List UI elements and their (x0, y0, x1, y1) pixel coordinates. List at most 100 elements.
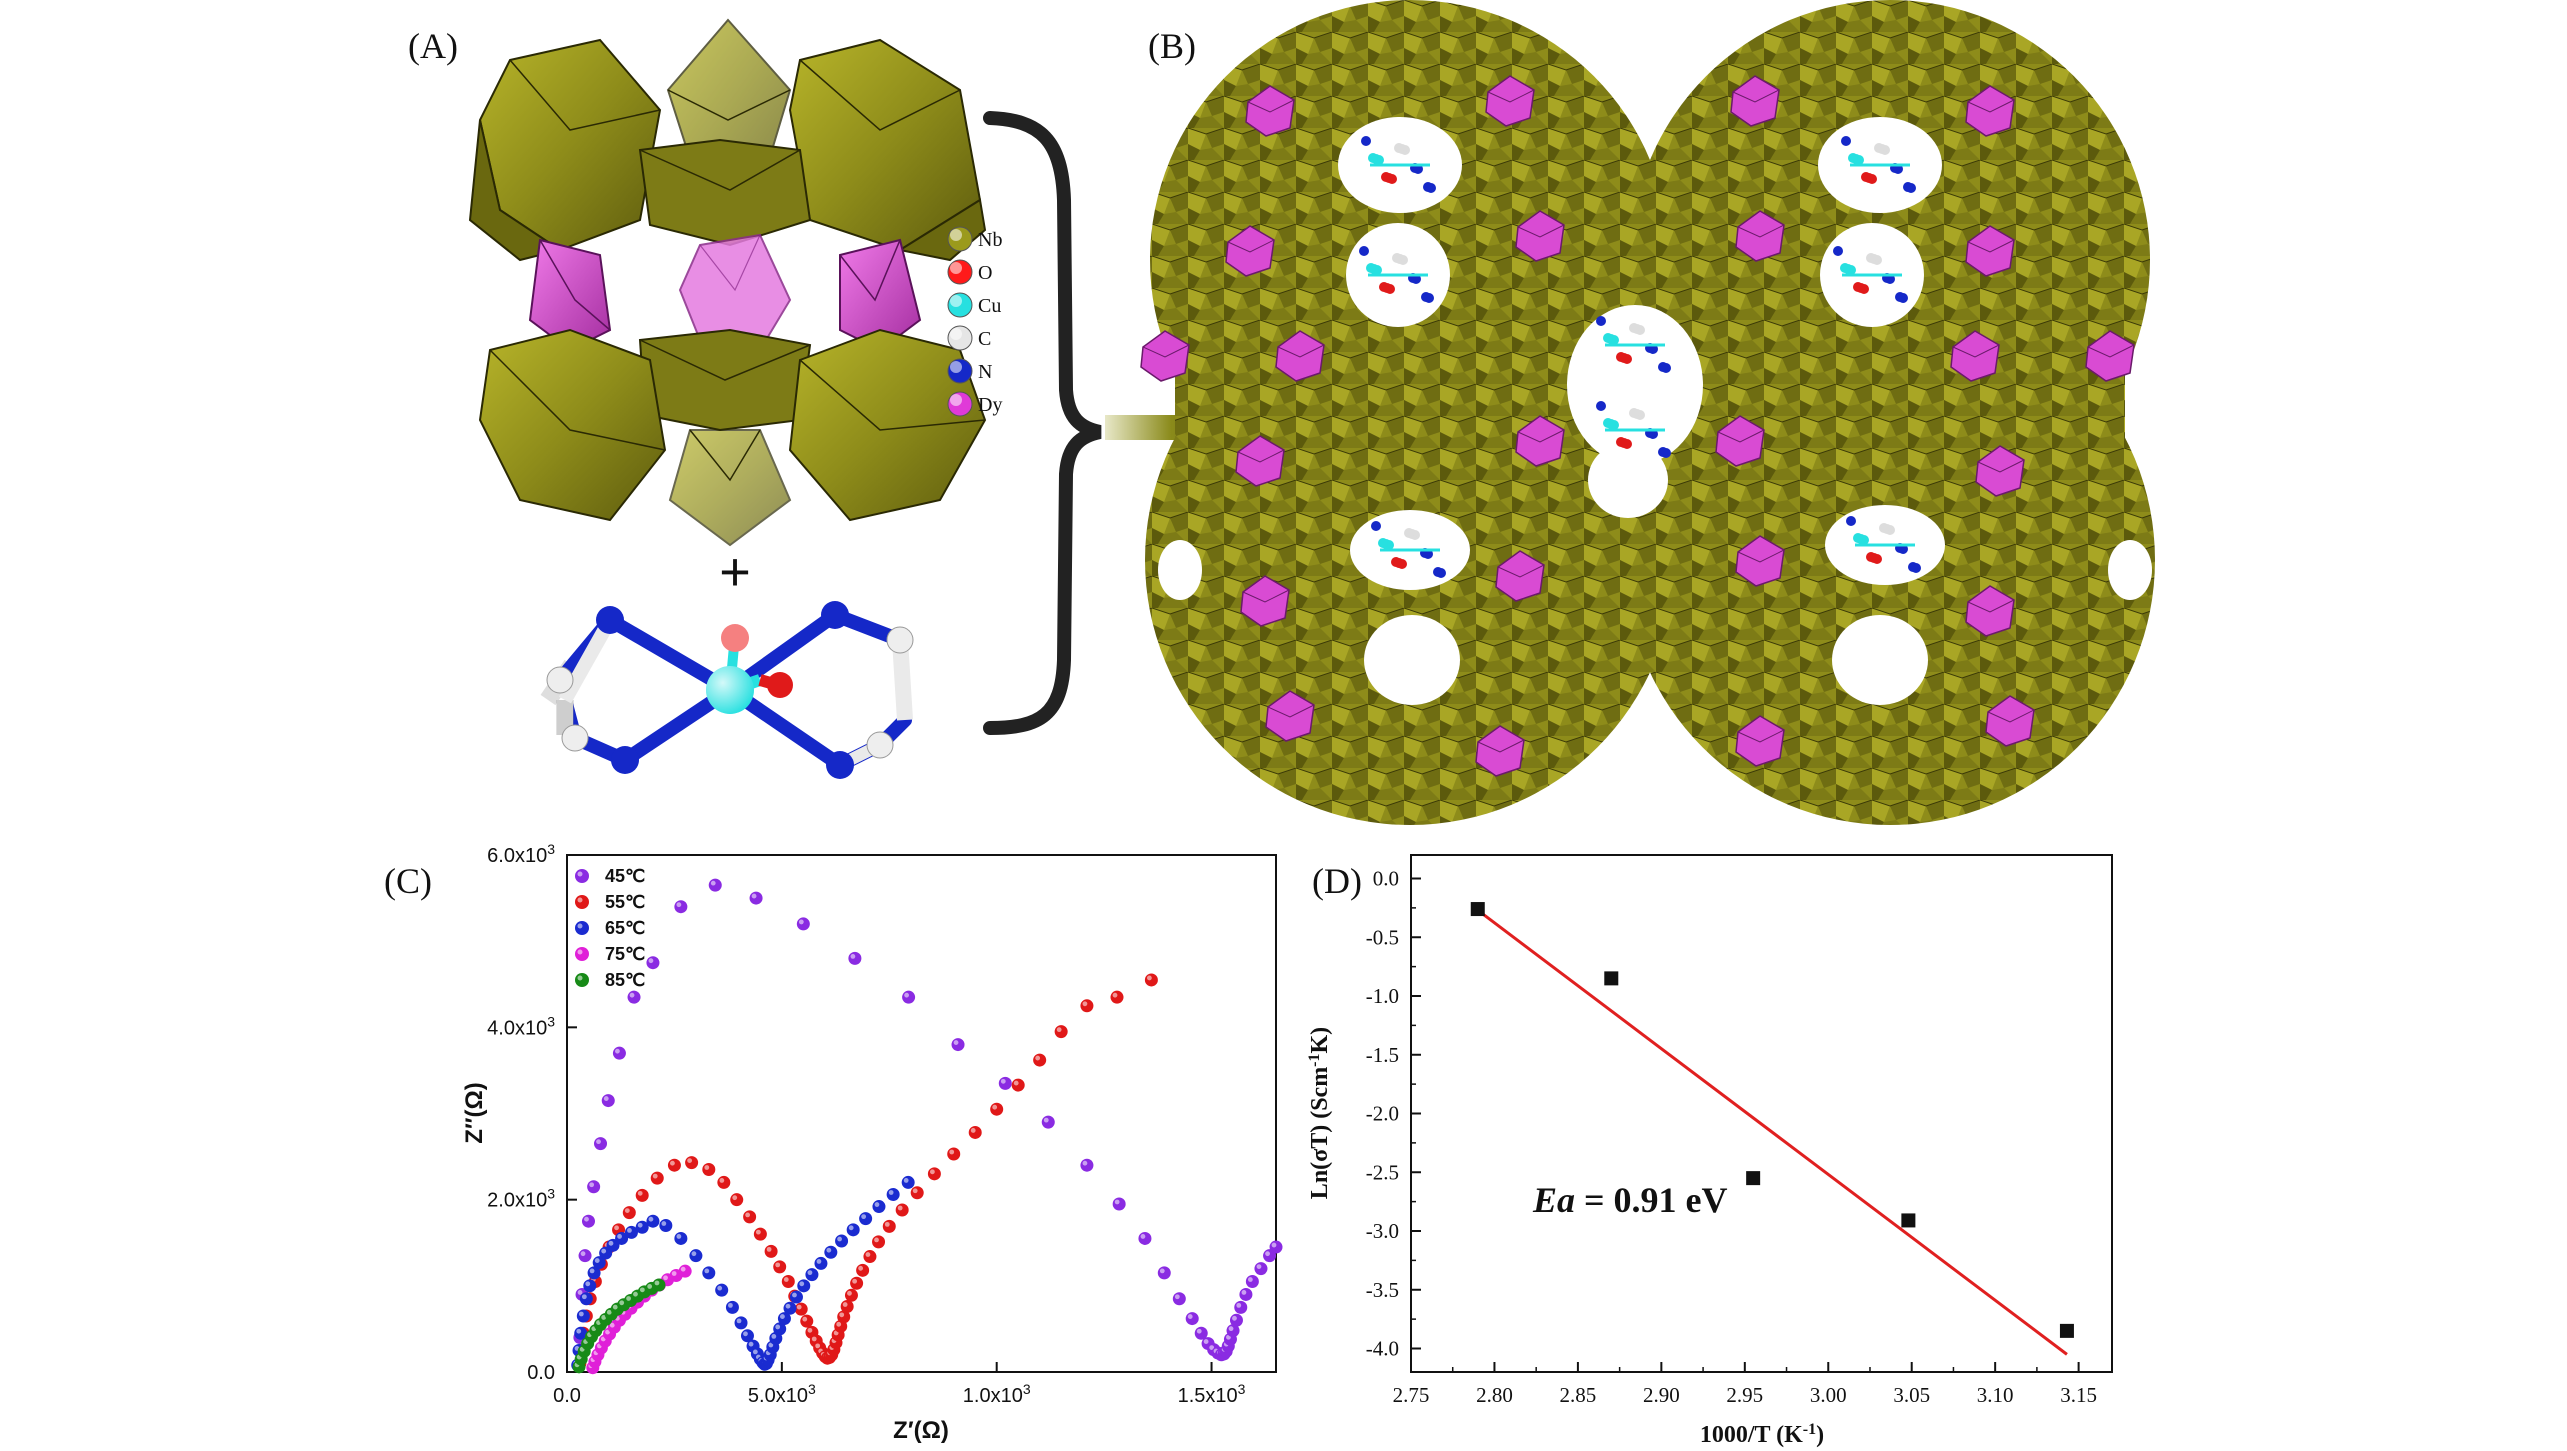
ligand-atom (1616, 437, 1626, 447)
data-point-highlight (970, 1128, 976, 1133)
legend-marker (575, 869, 589, 883)
data-point-highlight (1256, 1264, 1262, 1269)
data-point-highlight (627, 1228, 632, 1233)
data-point-highlight (874, 1237, 879, 1243)
data-point-highlight (1056, 1027, 1062, 1033)
ligand-atom (1840, 263, 1850, 273)
fit-line (1476, 909, 2068, 1356)
data-point (1746, 1171, 1761, 1186)
dy-polyhedron-edge (1737, 729, 1785, 743)
data-point (968, 1125, 982, 1139)
activation-energy-annotation: Ea = 0.91 eV (1532, 1180, 1728, 1220)
data-point-highlight (589, 1182, 595, 1188)
data-point-highlight (584, 1216, 589, 1222)
nb-octahedron-edge (689, 429, 761, 482)
chart-d-ytick-label: -2.0 (1366, 1102, 1399, 1126)
data-point (708, 878, 722, 892)
data-point (872, 1200, 886, 1214)
data-point (886, 1187, 900, 1201)
data-point-highlight (1114, 1199, 1120, 1205)
nb-octahedron (788, 328, 987, 522)
data-point-highlight (594, 1258, 600, 1263)
chart-d-ylabel: Ln(σT) (Scm-1K) (1306, 1027, 1334, 1199)
dy-polyhedron (1235, 435, 1285, 487)
data-point-highlight (654, 1280, 660, 1286)
data-point-highlight (848, 1225, 854, 1231)
dy-polyhedron-edge (1242, 589, 1290, 603)
data-point-highlight (1159, 1268, 1165, 1274)
chart-d-xtick-label: 2.80 (1476, 1383, 1513, 1407)
legend-marker (575, 895, 589, 909)
dy-polyhedron (2085, 330, 2135, 382)
curly-brace (983, 111, 1102, 735)
data-point-highlight (1241, 1290, 1247, 1295)
chart-d-points (1470, 902, 2074, 1338)
ligand-atom (1433, 567, 1443, 577)
chart-d-xtick-label: 3.10 (1977, 1383, 2014, 1407)
panel-label-c: (C) (384, 861, 432, 901)
data-point-highlight (732, 1195, 738, 1201)
data-point (753, 1227, 767, 1241)
data-point (678, 1264, 692, 1278)
dy-polyhedron-edge (1267, 704, 1315, 718)
data-point-highlight (626, 1296, 631, 1301)
data-point-highlight (796, 1304, 802, 1310)
data-point-highlight (615, 1048, 620, 1054)
data-point-highlight (1035, 1055, 1041, 1061)
data-point-highlight (1082, 1160, 1088, 1166)
legend-marker-highlight (577, 923, 583, 929)
data-point-highlight (783, 1277, 789, 1282)
data-point-highlight (719, 1178, 725, 1183)
dy-polyhedron-edge (1237, 449, 1285, 463)
data-point-highlight (1203, 1339, 1209, 1344)
dy-polyhedron (1495, 550, 1545, 602)
data-point (627, 990, 641, 1004)
data-point (789, 1290, 803, 1304)
ligand-atom (1421, 292, 1431, 302)
dy-polyhedron-edge (1952, 344, 2000, 358)
dy-polyhedron (1265, 690, 1315, 742)
data-point-highlight (601, 1248, 607, 1254)
data-point-highlight (884, 1221, 890, 1227)
dy-polyhedron-edge (1517, 429, 1565, 443)
data-point-highlight (648, 958, 654, 964)
data-point (594, 1137, 608, 1151)
legend-ball-highlight (950, 229, 962, 241)
ligand-atom (1603, 418, 1613, 428)
data-point-highlight (736, 1318, 742, 1324)
dy-polyhedron-edge (1477, 739, 1525, 753)
dy-polyhedron-edge (1967, 599, 2015, 613)
data-point (587, 1180, 601, 1194)
data-point-highlight (802, 1316, 808, 1322)
data-point (1901, 1213, 1916, 1228)
nb-octahedron-edge (667, 89, 791, 121)
ligand-atom (1359, 246, 1369, 256)
data-point-highlight (608, 1240, 614, 1246)
ligand-atom (1846, 516, 1856, 526)
data-point (1604, 971, 1619, 986)
chart-c: 0.0 5.0x103 1.0x103 1.5x103 0.0 2.0x103 4.0x10… (461, 841, 1283, 1444)
dy-polyhedron (1475, 725, 1525, 777)
data-point (635, 1188, 649, 1202)
data-point (794, 1302, 808, 1316)
data-point-highlight (648, 1216, 654, 1222)
data-point (797, 1279, 811, 1293)
ligand-atom (1861, 172, 1871, 182)
data-point-highlight (861, 1214, 867, 1220)
data-point-highlight (755, 1229, 761, 1235)
chart-c-ytick-label: 4.0x103 (487, 1013, 555, 1039)
ligand-atom (1629, 408, 1639, 418)
data-point-highlight (1112, 992, 1118, 998)
data-point (859, 1212, 873, 1226)
data-point (612, 1046, 626, 1060)
data-point (1185, 1312, 1199, 1326)
data-point (835, 1234, 849, 1248)
nb-octahedron-edge (799, 59, 961, 131)
data-point-highlight (807, 1327, 813, 1333)
data-point (1138, 1231, 1152, 1245)
data-point-highlight (811, 1336, 817, 1342)
chart-d-xlabel: 1000/T (K-1) (1700, 1421, 1824, 1449)
data-point-highlight (858, 1265, 864, 1271)
chart-d-xtick-label: 2.95 (1726, 1383, 1763, 1407)
data-point-highlight (992, 1104, 998, 1110)
